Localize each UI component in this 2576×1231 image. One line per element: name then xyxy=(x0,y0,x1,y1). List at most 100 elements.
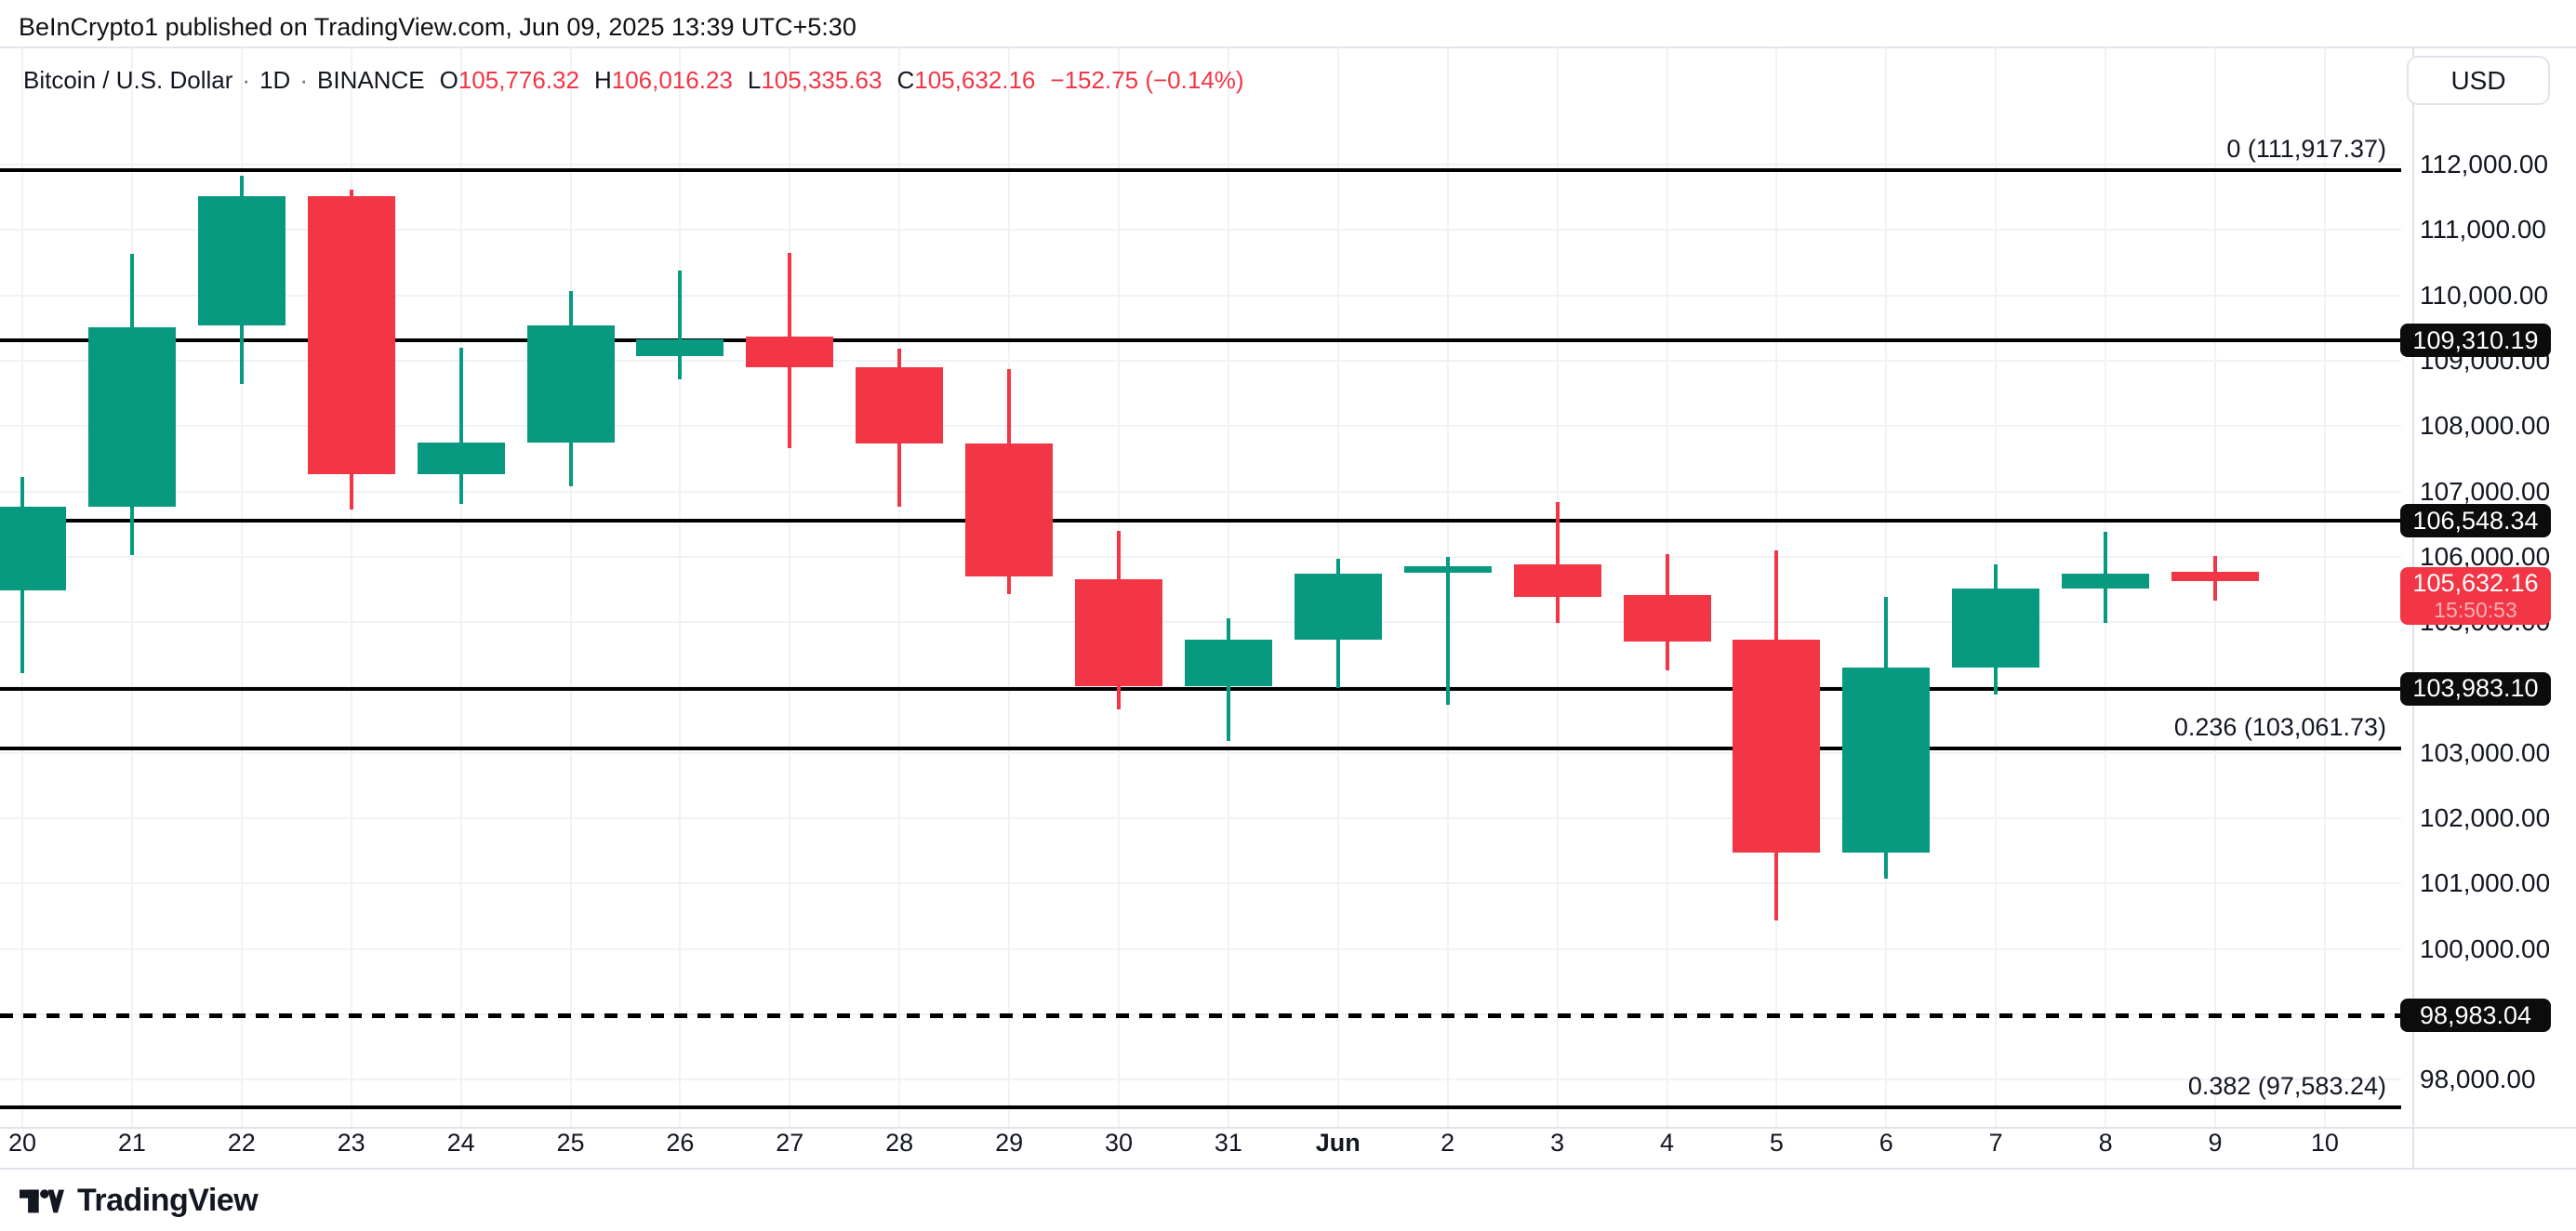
attribution-text: BeInCrypto1 published on TradingView.com… xyxy=(19,13,856,41)
horizontal-gridline xyxy=(0,555,2401,558)
interval-label: 1D xyxy=(259,66,291,94)
candle-body xyxy=(965,443,1054,576)
vertical-gridline xyxy=(569,47,572,1127)
horizontal-gridline xyxy=(0,882,2401,885)
price-tick-label: 108,000.00 xyxy=(2420,411,2551,441)
candle-wick xyxy=(678,270,683,380)
candle-body xyxy=(2062,574,2150,589)
date-label: 2 xyxy=(1441,1129,1455,1157)
open-value: 105,776.32 xyxy=(458,66,579,94)
date-label: 10 xyxy=(2310,1129,2339,1157)
vertical-gridline xyxy=(789,47,791,1127)
high-value: 106,016.23 xyxy=(611,66,733,94)
date-label: 6 xyxy=(1879,1129,1893,1157)
horizontal-gridline xyxy=(0,817,2401,820)
candle-body xyxy=(87,327,176,507)
price-level-badge: 109,310.19 xyxy=(2400,324,2551,358)
price-level-badge: 106,548.34 xyxy=(2400,504,2551,538)
vertical-gridline xyxy=(1885,47,1888,1127)
candle-body xyxy=(1733,640,1821,854)
price-level-badge: 103,983.10 xyxy=(2400,671,2551,706)
candle-body xyxy=(1952,588,2040,668)
candle-body xyxy=(1403,565,1492,573)
tradingview-logo-text: TradingView xyxy=(77,1183,259,1218)
candle-body xyxy=(417,442,505,474)
date-label: 31 xyxy=(1214,1129,1242,1157)
date-label: 29 xyxy=(995,1129,1024,1157)
date-label: 5 xyxy=(1769,1129,1784,1157)
close-key: C xyxy=(896,66,915,94)
currency-toggle-button[interactable]: USD xyxy=(2407,56,2550,105)
high-key: H xyxy=(593,66,612,94)
date-label: Jun xyxy=(1315,1129,1361,1157)
candle-wick xyxy=(1555,501,1560,623)
change-value: −152.75 (−0.14%) xyxy=(1050,66,1244,94)
date-label: 3 xyxy=(1550,1129,1565,1157)
low-value: 105,335.63 xyxy=(761,66,883,94)
price-tick-label: 107,000.00 xyxy=(2420,476,2551,506)
symbol-title: Bitcoin / U.S. Dollar xyxy=(23,66,233,94)
price-level-line xyxy=(0,686,2401,691)
candle-body xyxy=(197,195,285,325)
candle-body xyxy=(856,366,944,444)
fib-level-line xyxy=(0,1105,2401,1109)
date-label: 7 xyxy=(1988,1129,2003,1157)
price-tick-label: 111,000.00 xyxy=(2420,215,2546,245)
legend-separator: · xyxy=(299,66,308,94)
candle-body xyxy=(307,195,395,474)
date-label: 20 xyxy=(7,1129,37,1157)
widget-bottom-border xyxy=(0,1168,2576,1170)
price-tick-label: 100,000.00 xyxy=(2420,933,2551,963)
tradingview-logo: TradingView xyxy=(20,1183,259,1219)
horizontal-gridline xyxy=(0,359,2401,362)
horizontal-gridline xyxy=(0,164,2401,165)
date-label: 27 xyxy=(776,1129,804,1157)
date-label: 9 xyxy=(2208,1129,2223,1157)
fib-level-label: 0 (111,917.37) xyxy=(2226,134,2386,163)
candle-body xyxy=(636,338,724,356)
date-label: 21 xyxy=(117,1129,146,1157)
vertical-gridline xyxy=(1227,47,1229,1127)
price-tick-label: 103,000.00 xyxy=(2420,737,2551,767)
price-tick-label: 98,000.00 xyxy=(2420,1065,2536,1094)
candle-body xyxy=(2171,571,2259,581)
vertical-gridline xyxy=(459,47,462,1127)
price-level-badge: 98,983.04 xyxy=(2400,999,2551,1033)
symbol-legend: Bitcoin / U.S. Dollar · 1D · BINANCE O105,776… xyxy=(23,66,1244,95)
horizontal-gridline xyxy=(0,490,2401,493)
date-label: 26 xyxy=(666,1129,695,1157)
date-label: 30 xyxy=(1104,1129,1134,1157)
legend-separator: · xyxy=(242,66,251,94)
candle-body xyxy=(526,324,615,443)
low-key: L xyxy=(747,66,762,94)
candle-body xyxy=(1075,578,1162,687)
vertical-gridline xyxy=(679,47,682,1127)
top-border xyxy=(0,46,2576,48)
date-label: 24 xyxy=(446,1129,475,1157)
horizontal-gridline xyxy=(0,294,2401,297)
open-key: O xyxy=(439,66,458,94)
price-tick-label: 112,000.00 xyxy=(2420,150,2549,179)
candle-body xyxy=(1184,640,1272,687)
fib-level-label: 0.236 (103,061.73) xyxy=(2173,713,2386,742)
candle-body xyxy=(1294,574,1382,641)
horizontal-gridline xyxy=(0,229,2401,232)
tradingview-logo-icon xyxy=(20,1188,64,1212)
price-level-line xyxy=(0,338,2401,343)
date-label: 4 xyxy=(1659,1129,1675,1157)
time-axis-border xyxy=(0,1127,2576,1129)
date-label: 8 xyxy=(2098,1129,2113,1157)
price-tick-label: 110,000.00 xyxy=(2420,280,2549,310)
date-label: 23 xyxy=(337,1129,365,1157)
vertical-gridline xyxy=(130,47,133,1127)
price-level-line xyxy=(0,1013,2401,1018)
vertical-gridline xyxy=(898,47,901,1127)
vertical-gridline xyxy=(2323,47,2326,1127)
candle-body xyxy=(746,336,834,367)
candle-body xyxy=(1842,667,1931,854)
price-tick-label: 101,000.00 xyxy=(2420,868,2551,898)
horizontal-gridline xyxy=(0,1079,2401,1081)
fib-level-line xyxy=(0,747,2401,751)
last-price-badge: 105,632.16 15:50:53 xyxy=(2400,566,2551,625)
